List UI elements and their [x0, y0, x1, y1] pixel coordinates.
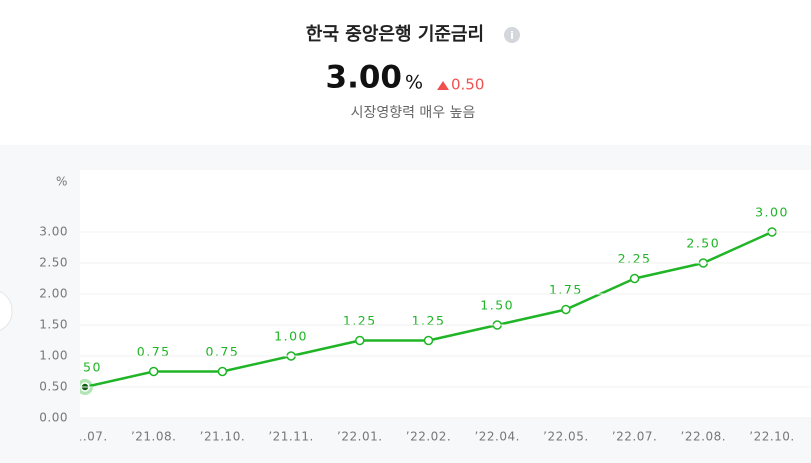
y-tick-label: 2.50: [39, 256, 68, 270]
point: [629, 273, 640, 284]
x-tick-label: ’21.07.: [62, 430, 107, 444]
up-arrow: [437, 81, 449, 90]
x-tick-label: ’22.01.: [337, 430, 382, 444]
y-tick-label: 1.50: [39, 318, 68, 332]
x-tick-label: ’22.02.: [406, 430, 451, 444]
y-tick-label: 2.00: [39, 287, 68, 301]
value-label: 1.75: [549, 282, 583, 297]
x-tick-label: ’22.08.: [681, 430, 726, 444]
influence: 시장영향력 매우 높음: [351, 105, 476, 121]
y-tick-label: 1.00: [39, 349, 68, 363]
value-label: 3.00: [755, 205, 789, 220]
value-label: 0.75: [205, 344, 239, 359]
y-axis-label: %: [56, 175, 68, 189]
plot: ’21.07. ’21.08. ’21.10. ’21.11. ’22.01. ’22.0…: [62, 205, 794, 444]
point: [355, 335, 365, 346]
y-tick-label: 0.00: [39, 411, 68, 425]
change-value: 0.50: [451, 76, 484, 94]
value-label: 0.50: [68, 360, 102, 375]
x-tick-label: ’21.11.: [268, 430, 313, 444]
point: [217, 366, 228, 377]
header-bg: [0, 0, 811, 145]
x-tick-label: ’22.07.: [612, 430, 657, 444]
x-tick-label: ’22.10.: [749, 430, 794, 444]
value-label: 1.50: [480, 298, 514, 313]
info-icon[interactable]: [504, 27, 520, 43]
x-tick-label: ’22.04.: [474, 430, 519, 444]
x-tick-label: ’21.08.: [131, 430, 176, 444]
x-tick-label: ’22.05.: [543, 430, 588, 444]
value-label: 1.00: [274, 329, 308, 344]
value-label: 0.75: [137, 344, 171, 359]
scroll-button[interactable]: [0, 290, 13, 332]
value-label: 1.25: [412, 313, 446, 328]
y-tick-label: 0.50: [39, 380, 68, 394]
value-label: 2.25: [618, 251, 652, 266]
info-icon-glyph: i: [510, 29, 514, 42]
point: [423, 335, 434, 346]
chart-title: 한국 중앙은행 기준금리: [306, 24, 484, 45]
current-value: 3.00: [326, 60, 403, 96]
current-unit: %: [405, 72, 423, 94]
point: [561, 304, 571, 315]
value-label: 2.50: [686, 236, 720, 251]
point: [148, 366, 159, 377]
x-tick-label: ’21.10.: [200, 430, 245, 444]
y-tick-label: 3.00: [39, 225, 68, 239]
value-label: 1.25: [343, 313, 377, 328]
